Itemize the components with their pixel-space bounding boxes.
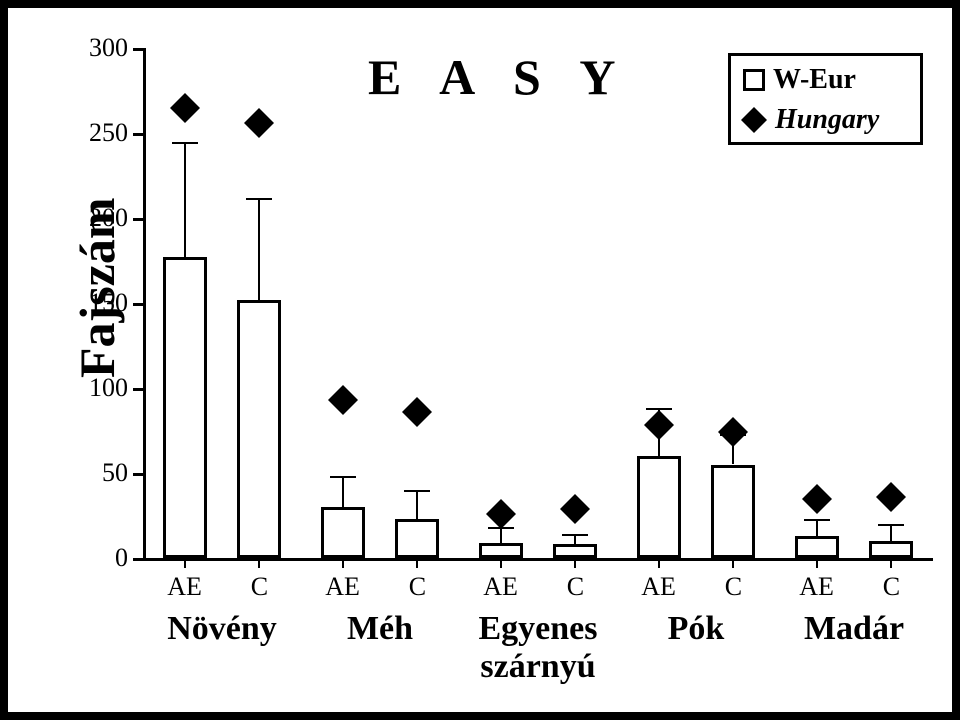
bar xyxy=(163,257,207,558)
x-tick xyxy=(184,558,186,568)
bar xyxy=(795,536,839,558)
bar xyxy=(237,300,281,558)
x-tick xyxy=(816,558,818,568)
x-tick xyxy=(258,558,260,568)
bar xyxy=(711,465,755,559)
diamond-marker-icon xyxy=(486,499,516,529)
error-cap xyxy=(804,519,830,521)
error-cap xyxy=(562,534,588,536)
x-tick-label: AE xyxy=(155,572,215,602)
y-tick xyxy=(133,388,143,391)
y-tick xyxy=(133,133,143,136)
diamond-marker-icon xyxy=(170,93,200,123)
bar xyxy=(479,543,523,558)
x-tick-label: AE xyxy=(629,572,689,602)
diamond-marker-icon xyxy=(644,410,674,440)
group-label: Pók xyxy=(617,610,775,648)
y-tick xyxy=(133,558,143,561)
x-tick-label: C xyxy=(387,572,447,602)
legend-label: Hungary xyxy=(775,104,879,136)
diamond-marker-icon xyxy=(560,494,590,524)
legend-item-hungary: Hungary xyxy=(741,104,879,136)
y-tick-label: 250 xyxy=(73,118,128,148)
error-cap xyxy=(878,524,904,526)
x-tick-label: C xyxy=(229,572,289,602)
diamond-marker-icon xyxy=(402,397,432,427)
x-tick xyxy=(658,558,660,568)
error-bar xyxy=(416,490,418,519)
error-cap xyxy=(172,142,198,144)
y-axis-line xyxy=(143,48,146,558)
diamond-marker-icon xyxy=(328,385,358,415)
diamond-marker-icon xyxy=(244,108,274,138)
bar xyxy=(637,456,681,558)
bar xyxy=(553,544,597,558)
error-bar xyxy=(184,142,186,258)
x-tick-label: C xyxy=(703,572,763,602)
x-tick xyxy=(500,558,502,568)
x-tick xyxy=(890,558,892,568)
error-bar xyxy=(258,198,260,300)
chart-title: E A S Y xyxy=(368,48,630,106)
y-tick-label: 0 xyxy=(73,543,128,573)
bar xyxy=(869,541,913,558)
y-tick xyxy=(133,303,143,306)
y-tick xyxy=(133,218,143,221)
y-tick-label: 300 xyxy=(73,33,128,63)
error-cap xyxy=(246,198,272,200)
x-tick xyxy=(342,558,344,568)
x-tick-label: C xyxy=(861,572,921,602)
error-bar xyxy=(500,527,502,542)
group-label: Madár xyxy=(775,610,933,648)
y-tick-label: 200 xyxy=(73,203,128,233)
legend-label: W-Eur xyxy=(773,64,856,96)
group-label: Egyenesszárnyú xyxy=(459,610,617,686)
error-bar xyxy=(342,476,344,507)
chart-frame: Fajszám E A S Y W-Eur Hungary 0501001502… xyxy=(0,0,960,720)
legend-diamond-icon xyxy=(741,107,767,133)
bar xyxy=(321,507,365,558)
error-bar xyxy=(890,524,892,541)
x-tick-label: AE xyxy=(313,572,373,602)
legend-swatch-box-icon xyxy=(743,69,765,91)
y-tick-label: 100 xyxy=(73,373,128,403)
diamond-marker-icon xyxy=(876,482,906,512)
bar xyxy=(395,519,439,558)
x-tick xyxy=(416,558,418,568)
group-label: Méh xyxy=(301,610,459,648)
x-axis-line xyxy=(143,558,933,561)
y-tick-label: 50 xyxy=(73,458,128,488)
x-tick xyxy=(732,558,734,568)
y-tick-label: 150 xyxy=(73,288,128,318)
legend: W-Eur Hungary xyxy=(728,53,923,145)
y-tick xyxy=(133,48,143,51)
group-label: Növény xyxy=(143,610,301,648)
diamond-marker-icon xyxy=(718,417,748,447)
x-tick-label: C xyxy=(545,572,605,602)
diamond-marker-icon xyxy=(802,484,832,514)
error-bar xyxy=(816,519,818,536)
x-tick-label: AE xyxy=(471,572,531,602)
x-tick-label: AE xyxy=(787,572,847,602)
error-cap xyxy=(330,476,356,478)
y-tick xyxy=(133,473,143,476)
x-tick xyxy=(574,558,576,568)
legend-item-weur: W-Eur xyxy=(743,64,856,96)
error-cap xyxy=(404,490,430,492)
